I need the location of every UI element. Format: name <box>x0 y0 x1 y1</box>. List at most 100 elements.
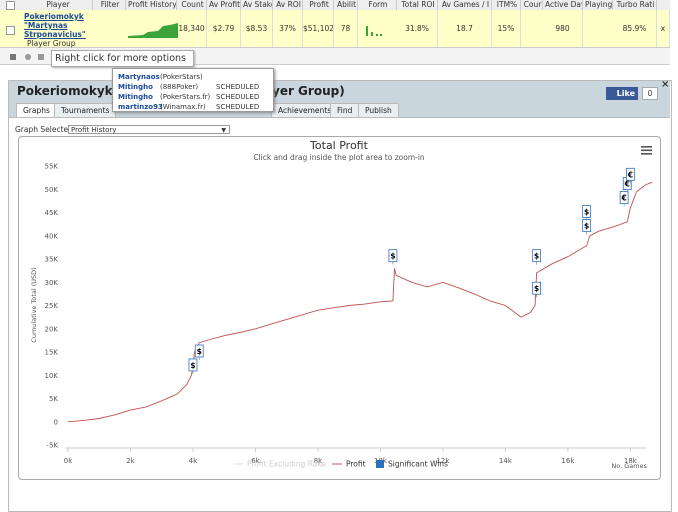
column-header: Profit <box>303 0 334 10</box>
graph-select-label: Graph Selected: <box>15 125 76 134</box>
cell-value: 18.7 <box>438 10 492 47</box>
y-tick-label: 0 <box>54 418 58 426</box>
flag-label: $ <box>584 208 589 217</box>
legend-label: Significant Wins <box>388 460 448 469</box>
like-count: 0 <box>642 87 658 100</box>
x-tick-label: 4k <box>189 457 198 465</box>
like-button[interactable]: Like <box>606 87 638 100</box>
toolbar-icon[interactable] <box>38 54 44 60</box>
column-header: Cour <box>521 0 543 10</box>
flag-label: $ <box>390 252 395 261</box>
popup-line: Mitingho (888Poker) SCHEDULED <box>118 82 268 92</box>
column-header: Av Stake <box>243 0 273 10</box>
popup-line: martinzo93(Winamax.fr) SCHEDULED <box>118 102 268 112</box>
column-header: Playing N <box>585 0 613 10</box>
site-name: (PokerStars) <box>160 73 203 81</box>
x-tick-label: 2k <box>126 457 135 465</box>
tab[interactable]: Publish <box>358 103 399 118</box>
y-tick-label: 20K <box>45 325 59 333</box>
y-axis-title: Cumulative Total (USD) <box>30 267 38 342</box>
chart: Total Profit Click and drag inside the p… <box>18 136 661 480</box>
flag-label: $ <box>190 361 195 370</box>
x-tick-label: 18k <box>624 457 638 465</box>
column-header: Count <box>177 0 207 10</box>
graph-select-value: Profit History <box>71 126 117 134</box>
cell-value: 37% <box>273 10 303 47</box>
column-header: ITM% <box>492 0 521 10</box>
toolbar-icon[interactable] <box>10 54 16 60</box>
tab[interactable]: Tournaments <box>54 103 117 118</box>
site-name: (Winamax.fr) <box>160 103 206 111</box>
flag-label: $ <box>534 284 539 293</box>
form-bars <box>366 26 382 36</box>
y-tick-label: 10K <box>45 372 59 380</box>
flag-label: $ <box>584 221 589 230</box>
column-header: Active Day <box>545 0 583 10</box>
cell-value: $8.53 <box>241 10 273 47</box>
sparkline <box>128 23 178 38</box>
panel <box>8 80 672 512</box>
x-tick-label: 14k <box>499 457 513 465</box>
significant-win-flag <box>194 344 204 358</box>
player-link[interactable]: Pokeriomokyk "Martynas Strponavicius" <box>24 12 86 39</box>
y-tick-label: 5K <box>49 395 58 403</box>
cell-value: 85.9% <box>613 10 657 47</box>
cell-value: 15% <box>492 10 521 47</box>
site-name: (PokerStars.fr) <box>160 93 211 101</box>
cell-value: $2.79 <box>207 10 241 47</box>
flag-label: € <box>624 180 630 189</box>
toolbar-icon[interactable] <box>25 54 31 60</box>
x-tick-label: 12k <box>436 457 450 465</box>
player-group: Player Group <box>27 39 76 48</box>
column-header: Player <box>22 0 93 10</box>
chart-subtitle: Click and drag inside the plot area to z… <box>253 153 425 162</box>
column-header: Abilit <box>334 0 358 10</box>
significant-win-flag <box>582 205 592 218</box>
significant-win-flag <box>388 249 398 263</box>
column-header: Form <box>358 0 397 10</box>
dropdown-arrow: ▼ <box>221 127 226 134</box>
player-name: Strponavicius" <box>24 30 86 39</box>
chart-title: Total Profit <box>309 139 369 152</box>
column-header: Turbo Rati <box>613 0 657 10</box>
checkbox[interactable] <box>6 1 15 10</box>
y-tick-label: 35K <box>45 256 59 264</box>
legend-swatch <box>376 460 384 468</box>
y-tick-label: 45K <box>45 209 59 217</box>
legend-label: Profit Excluding Rake <box>247 460 326 469</box>
flag-label: $ <box>197 347 202 356</box>
y-tick-label: -5K <box>46 442 58 450</box>
account-name: Mitingho <box>118 93 153 101</box>
y-tick-label: 15K <box>45 349 59 357</box>
checkbox[interactable] <box>6 26 15 35</box>
legend-label: Profit <box>346 460 366 469</box>
popup-line: Martynaos(PokerStars) <box>118 72 268 82</box>
status: SCHEDULED <box>216 83 260 91</box>
tab[interactable]: Find <box>330 103 360 118</box>
cell-value: 31.8% <box>397 10 438 47</box>
y-tick-label: 40K <box>45 232 59 240</box>
popup: Martynaos(PokerStars) Mitingho (888Poker) S… <box>112 68 274 112</box>
close-button[interactable]: × <box>661 79 670 90</box>
column-header: Av Profit <box>209 0 241 10</box>
significant-win-flag <box>625 167 635 181</box>
tab[interactable]: Graphs <box>16 103 57 118</box>
tooltip: Right click for more options <box>51 50 194 67</box>
profit-line <box>67 181 653 423</box>
cell-value: $51,102 <box>303 10 334 47</box>
account-name: Martynaos <box>118 73 160 81</box>
x-tick-label: 0k <box>64 457 73 465</box>
menu-icon[interactable] <box>641 146 652 155</box>
site-name: (888Poker) <box>160 83 199 91</box>
x-tick-label: 16k <box>561 457 575 465</box>
table-row[interactable] <box>0 10 670 48</box>
column-header: Av Games / I <box>438 0 492 10</box>
flag-label: € <box>621 194 627 203</box>
significant-win-flag <box>188 358 198 372</box>
graph-select[interactable]: Profit History ▼ <box>68 125 230 134</box>
column-header: Profit History <box>128 0 177 10</box>
tab[interactable]: Achievements <box>271 103 339 118</box>
x-tick-label: 8k <box>314 457 323 465</box>
significant-win-flag <box>532 249 542 263</box>
